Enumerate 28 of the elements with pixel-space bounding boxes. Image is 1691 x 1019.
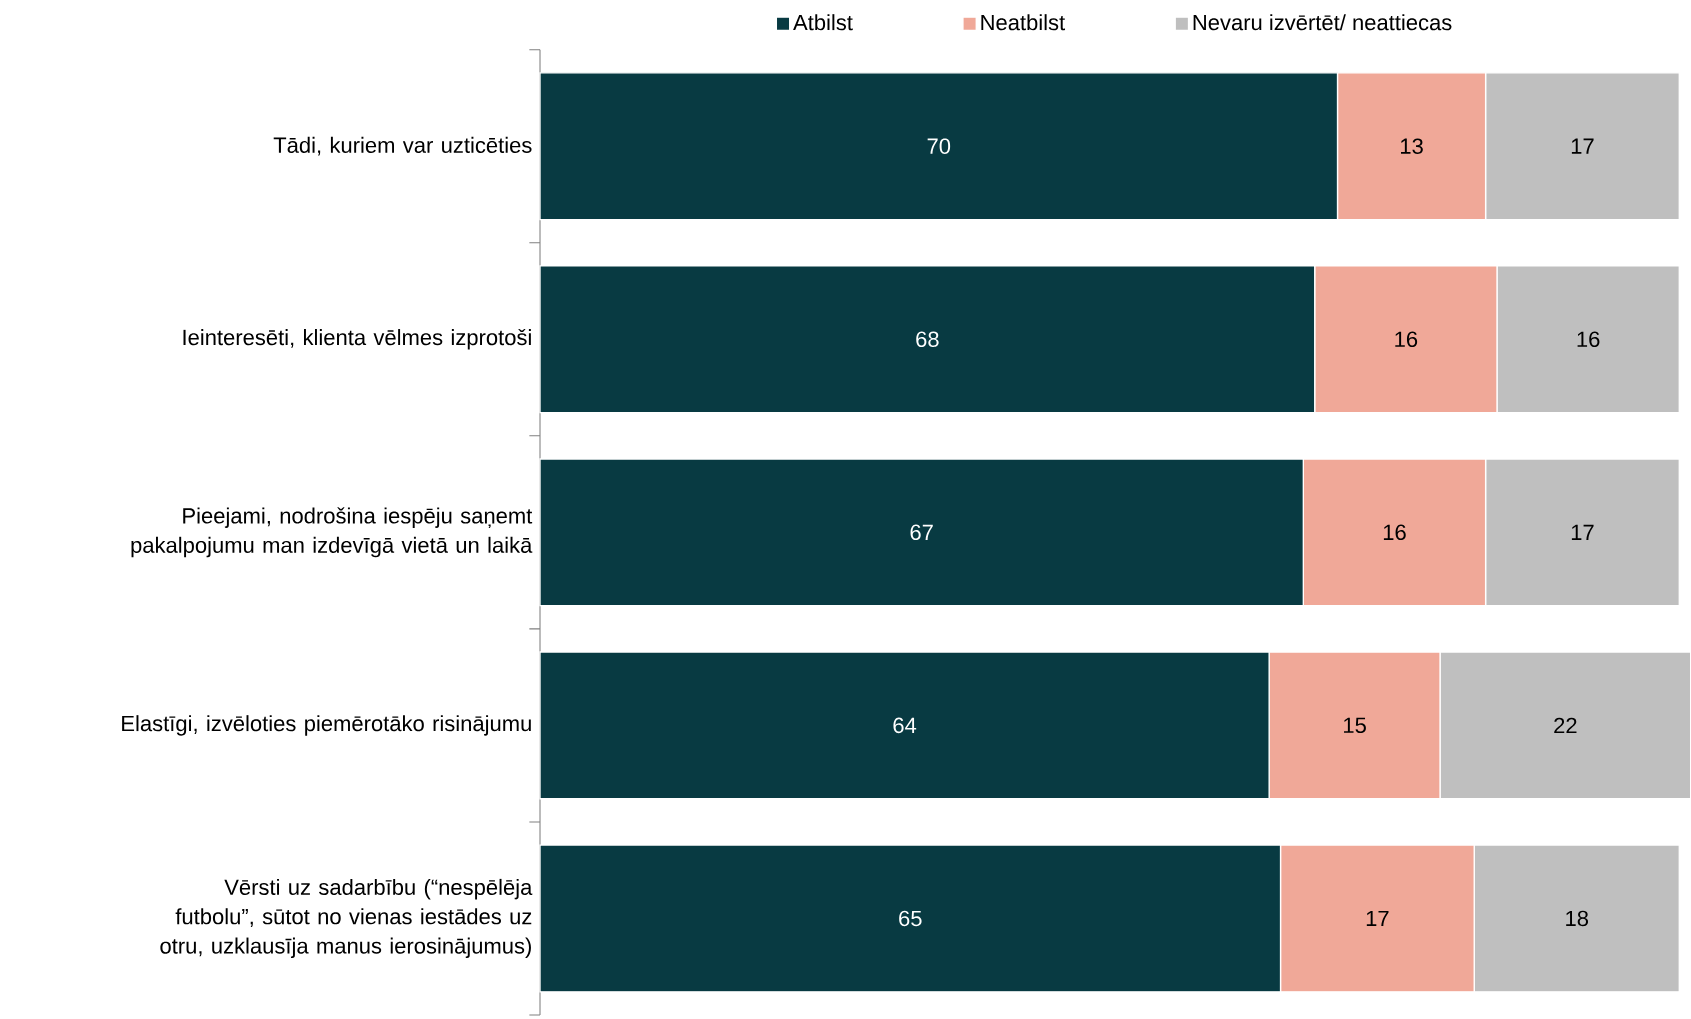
y-tick-label: Pieejami, nodrošina iespēju saņemt pakalpojumu man izdevīgā vietā un laikā	[131, 507, 533, 558]
data-label: 16	[1395, 331, 1418, 348]
data-label: 67	[910, 524, 933, 541]
data-label: 64	[893, 717, 917, 734]
data-label: 17	[1366, 910, 1389, 927]
legend-label: Nevaru izvērtēt/ neattiecas	[1193, 14, 1452, 31]
bar	[1439, 651, 1691, 800]
bar	[1484, 72, 1680, 221]
data-label: 17	[1571, 524, 1594, 540]
data-label: 65	[899, 910, 922, 927]
legend-label: Atbilst	[793, 14, 853, 31]
data-label: 70	[927, 138, 951, 154]
data-label: 16	[1577, 331, 1600, 348]
y-tick-label: Ieinteresēti, klienta vēlmes izprotoši	[183, 328, 531, 350]
bar	[1473, 844, 1680, 993]
legend-label: Neatbilst	[981, 14, 1066, 31]
bar	[1496, 265, 1680, 414]
data-label: 16	[1383, 524, 1406, 541]
data-label: 15	[1344, 717, 1366, 734]
y-tick-label: Vērsti uz sadarbību (“nespēlēja futbolu”, sūtot no vienas iestādes uz otru, uzklausīja manus ierosinājumus)	[160, 878, 533, 959]
bar	[1484, 458, 1680, 607]
data-label: 68	[916, 331, 939, 348]
data-label: 22	[1554, 717, 1577, 734]
y-tick-label: Elastīgi, izvēloties piemērotāko risinājumu	[122, 715, 531, 736]
data-label: 13	[1401, 138, 1423, 154]
y-tick-label: Tādi, kuriem var uzticēties	[273, 136, 532, 156]
data-label: 17	[1571, 138, 1594, 154]
data-label: 18	[1566, 910, 1589, 927]
